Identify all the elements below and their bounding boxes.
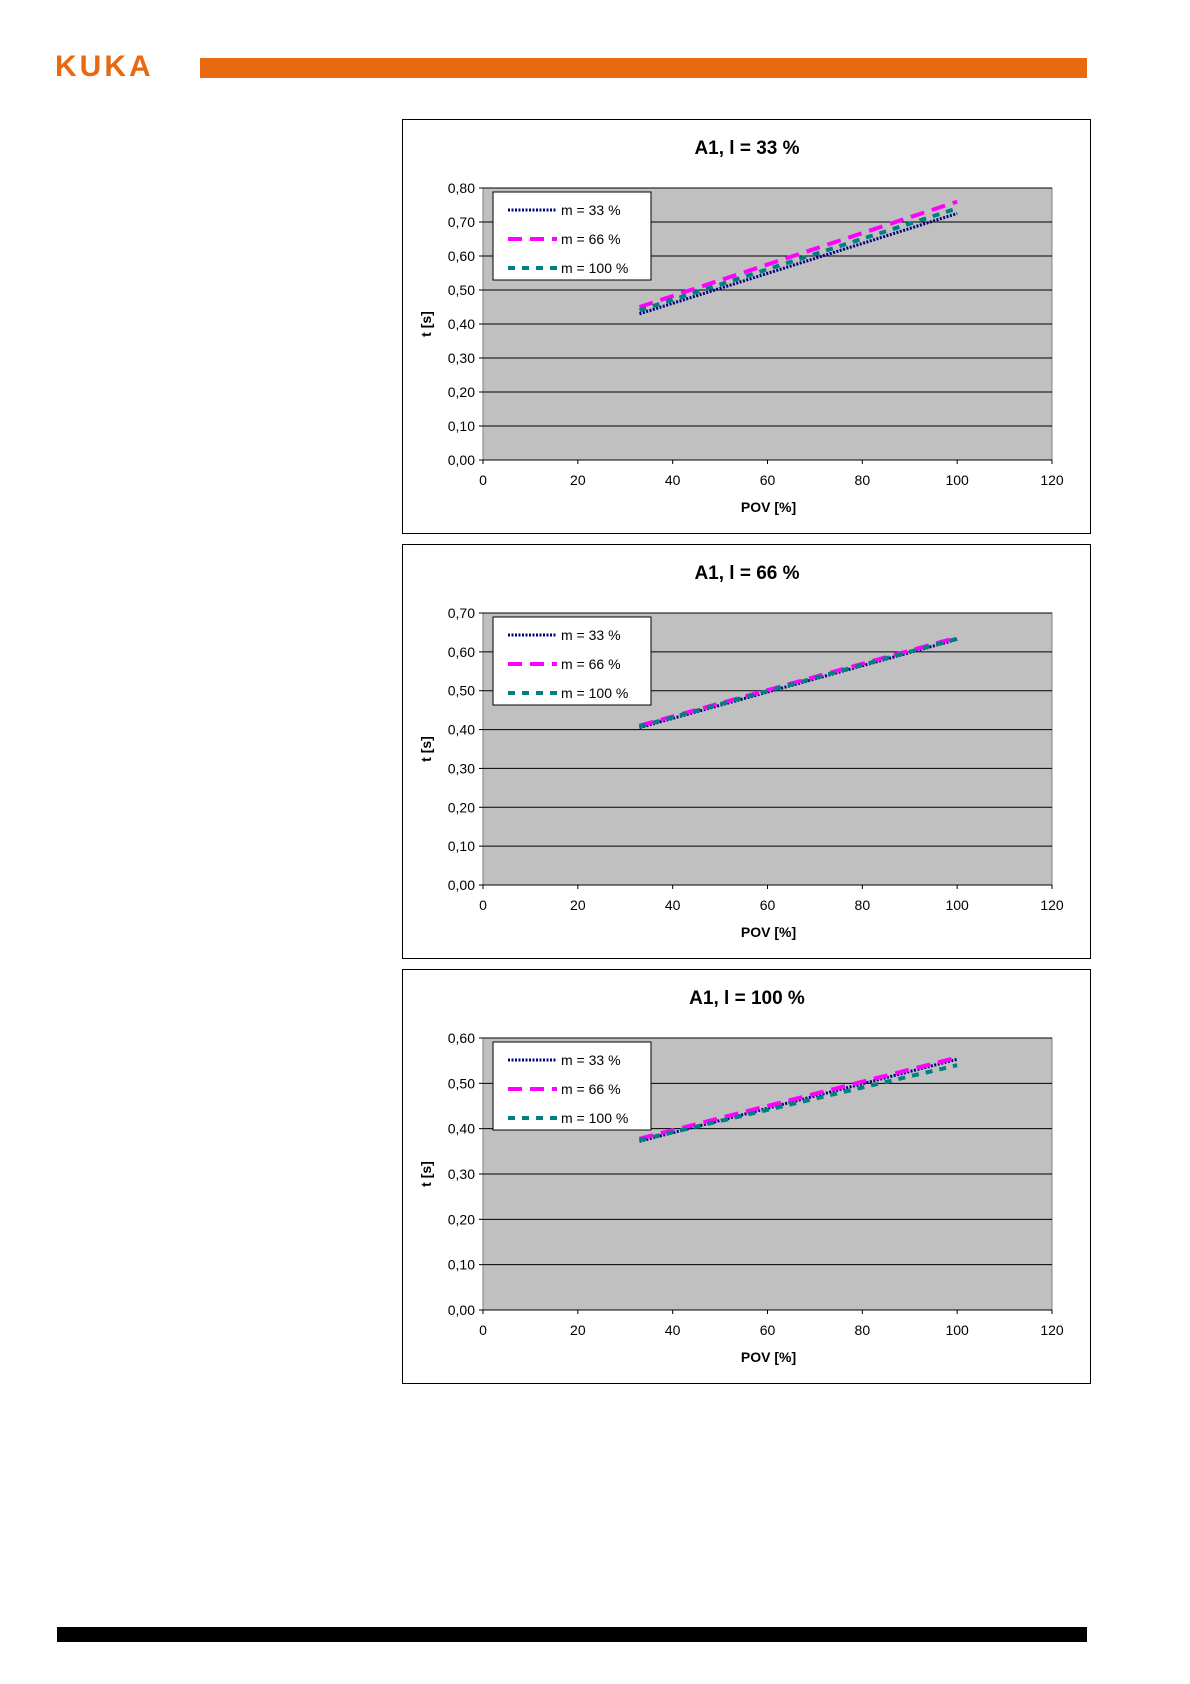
x-axis-label: POV [%] xyxy=(741,1349,796,1365)
x-tick-label: 80 xyxy=(855,897,871,913)
x-tick-label: 60 xyxy=(760,1322,776,1338)
chart-1: A1, l = 33 % 0,00 0,10 0,20 0,30 0,40 0,50 0,60… xyxy=(418,138,1064,515)
chart-panel-1: A1, l = 33 % 0,00 0,10 0,20 0,30 0,40 0,50 0,60… xyxy=(402,119,1091,534)
chart-panel-3: A1, l = 100 % 0,00 0,10 0,20 0,30 0,40 0,50 0,6… xyxy=(402,969,1091,1384)
legend-label: m = 66 % xyxy=(561,656,621,672)
y-tick-label: 0,40 xyxy=(448,722,475,738)
chart-2: A1, l = 66 % 0,00 0,10 0,20 0,30 0,40 0,50 0,60… xyxy=(418,563,1064,940)
x-axis-label: POV [%] xyxy=(741,924,796,940)
y-tick-label: 0,70 xyxy=(448,214,475,230)
x-tick-label: 120 xyxy=(1040,897,1064,913)
x-tick-label: 120 xyxy=(1040,1322,1064,1338)
legend-label: m = 33 % xyxy=(561,627,621,643)
y-tick-label: 0,60 xyxy=(448,644,475,660)
y-tick-label: 0,70 xyxy=(448,605,475,621)
x-tick-label: 40 xyxy=(665,1322,681,1338)
x-tick-label: 20 xyxy=(570,1322,586,1338)
y-axis-label: t [s] xyxy=(418,736,434,762)
y-axis-label: t [s] xyxy=(418,311,434,337)
y-tick-label: 0,60 xyxy=(448,248,475,264)
y-tick-label: 0,50 xyxy=(448,683,475,699)
series-line xyxy=(638,199,958,309)
series-line xyxy=(639,212,958,316)
chart-title: A1, l = 100 % xyxy=(689,988,805,1009)
x-tick-label: 60 xyxy=(760,897,776,913)
series-line xyxy=(639,1063,958,1142)
y-tick-label: 0,00 xyxy=(448,452,475,468)
y-tick-label: 0,50 xyxy=(448,282,475,298)
y-tick-label: 0,40 xyxy=(448,316,475,332)
y-tick-label: 0,30 xyxy=(448,1166,475,1182)
x-axis-label: POV [%] xyxy=(741,499,796,515)
x-tick-label: 100 xyxy=(945,472,969,488)
x-tick-label: 0 xyxy=(479,472,487,488)
x-tick-label: 60 xyxy=(760,472,776,488)
kuka-logo: KUKA xyxy=(55,50,154,83)
y-tick-label: 0,10 xyxy=(448,838,475,854)
legend-label: m = 100 % xyxy=(561,685,628,701)
x-tick-label: 80 xyxy=(855,472,871,488)
y-tick-label: 0,50 xyxy=(448,1075,475,1091)
legend-label: m = 100 % xyxy=(561,260,628,276)
legend xyxy=(492,191,652,281)
y-tick-label: 0,20 xyxy=(448,384,475,400)
y-tick-label: 0,20 xyxy=(448,799,475,815)
x-tick-label: 100 xyxy=(945,1322,969,1338)
chart-title: A1, l = 66 % xyxy=(694,563,799,584)
legend-label: m = 33 % xyxy=(561,202,621,218)
x-tick-label: 100 xyxy=(945,897,969,913)
y-tick-label: 0,20 xyxy=(448,1211,475,1227)
chart-title: A1, l = 33 % xyxy=(694,138,799,159)
y-tick-label: 0,00 xyxy=(448,877,475,893)
x-tick-label: 20 xyxy=(570,472,586,488)
series-line xyxy=(638,635,958,728)
x-tick-label: 40 xyxy=(665,472,681,488)
y-tick-label: 0,10 xyxy=(448,418,475,434)
x-tick-label: 40 xyxy=(665,897,681,913)
y-tick-label: 0,60 xyxy=(448,1030,475,1046)
y-tick-label: 0,30 xyxy=(448,350,475,366)
legend xyxy=(492,616,652,706)
legend-label: m = 33 % xyxy=(561,1052,621,1068)
x-tick-label: 0 xyxy=(479,1322,487,1338)
x-tick-label: 120 xyxy=(1040,472,1064,488)
legend-label: m = 66 % xyxy=(561,231,621,247)
x-tick-label: 80 xyxy=(855,1322,871,1338)
y-tick-label: 0,80 xyxy=(448,180,475,196)
series-line xyxy=(638,1055,958,1141)
y-tick-label: 0,10 xyxy=(448,1257,475,1273)
footer-black-bar xyxy=(57,1627,1087,1642)
chart-3: A1, l = 100 % 0,00 0,10 0,20 0,30 0,40 0,50 0,6… xyxy=(418,988,1064,1365)
legend xyxy=(492,1041,652,1131)
y-tick-label: 0,00 xyxy=(448,1302,475,1318)
legend-label: m = 100 % xyxy=(561,1110,628,1126)
y-axis-label: t [s] xyxy=(418,1161,434,1187)
x-tick-label: 0 xyxy=(479,897,487,913)
y-tick-label: 0,30 xyxy=(448,760,475,776)
x-tick-label: 20 xyxy=(570,897,586,913)
header-orange-bar xyxy=(200,58,1087,78)
legend-label: m = 66 % xyxy=(561,1081,621,1097)
y-tick-label: 0,40 xyxy=(448,1121,475,1137)
chart-panel-2: A1, l = 66 % 0,00 0,10 0,20 0,30 0,40 0,50 0,60… xyxy=(402,544,1091,959)
